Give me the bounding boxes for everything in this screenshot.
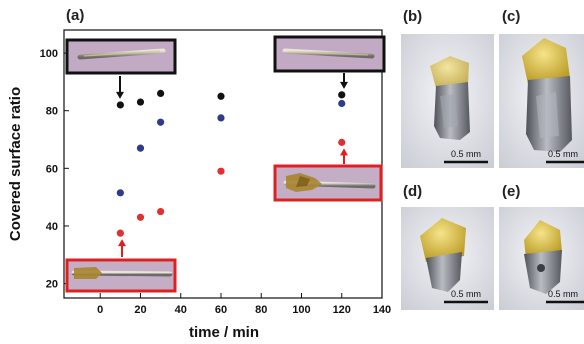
y-tick-label: 20	[46, 279, 58, 291]
y-axis-label: Covered surface ratio	[7, 87, 24, 241]
inset-wire-top-left	[65, 38, 177, 75]
inset-arrow-head	[340, 148, 348, 156]
x-axis-label: time / min	[189, 324, 259, 341]
data-point-series-0-1	[136, 98, 145, 106]
y-tick-label: 80	[46, 106, 58, 118]
x-tick-label: 80	[255, 304, 267, 316]
data-point-series-2-1	[136, 213, 145, 221]
panel-c-label: (c)	[502, 8, 520, 25]
inset-arrow-head	[118, 239, 126, 247]
inset-arrows	[116, 73, 348, 257]
photo-panel-b: 0.5 mm	[401, 34, 494, 168]
y-tick-label: 100	[40, 48, 58, 60]
photo-panel-c: 0.5 mm	[499, 34, 584, 168]
photo-panel-e: 0.5 mm	[499, 207, 584, 310]
data-point-series-1-2	[157, 118, 165, 126]
axis-ticks: 0 20 40 60 80 100 120 140 20 40 60 80 100	[40, 48, 392, 316]
data-point-series-1-4	[338, 99, 346, 108]
plot-frame	[63, 29, 383, 299]
scale-text-c: 0.5 mm	[548, 149, 578, 159]
x-tick-label: 100	[292, 304, 310, 316]
data-point-series-0-3	[217, 92, 225, 100]
inset-wire-mid-right	[273, 164, 383, 202]
y-tick-label: 40	[46, 221, 58, 233]
data-points	[116, 89, 346, 237]
x-tick-label: 140	[373, 304, 391, 316]
scale-text-d: 0.5 mm	[451, 289, 481, 299]
y-tick-label: 60	[46, 163, 58, 175]
photo-panel-d: 0.5 mm	[401, 207, 494, 310]
data-point-series-2-2	[157, 207, 165, 216]
panel-e-label: (e)	[502, 183, 520, 200]
data-point-series-0-2	[157, 89, 165, 97]
x-tick-label: 20	[134, 304, 146, 316]
x-tick-label: 40	[175, 304, 187, 316]
data-point-series-1-3	[217, 114, 225, 122]
data-point-series-0-4	[338, 91, 346, 99]
x-tick-label: 60	[215, 304, 227, 316]
data-point-series-2-0	[116, 229, 124, 237]
inset-arrow-head	[116, 91, 124, 99]
scale-text-b: 0.5 mm	[451, 149, 481, 159]
panel-b-label: (b)	[403, 8, 422, 25]
data-point-series-1-0	[116, 189, 124, 197]
data-point-series-2-3	[217, 167, 225, 175]
inset-wire-bottom-left	[65, 258, 177, 293]
panel-d-label: (d)	[403, 183, 422, 200]
data-point-series-0-0	[116, 101, 124, 109]
inset-arrow-head	[340, 81, 348, 89]
panel-a-label: (a)	[66, 7, 84, 24]
data-point-series-2-4	[338, 138, 346, 146]
scale-text-e: 0.5 mm	[548, 289, 578, 299]
x-tick-label: 0	[97, 304, 103, 316]
data-point-series-1-1	[136, 144, 145, 152]
inset-wire-top-right	[273, 35, 386, 73]
x-tick-label: 120	[333, 304, 351, 316]
